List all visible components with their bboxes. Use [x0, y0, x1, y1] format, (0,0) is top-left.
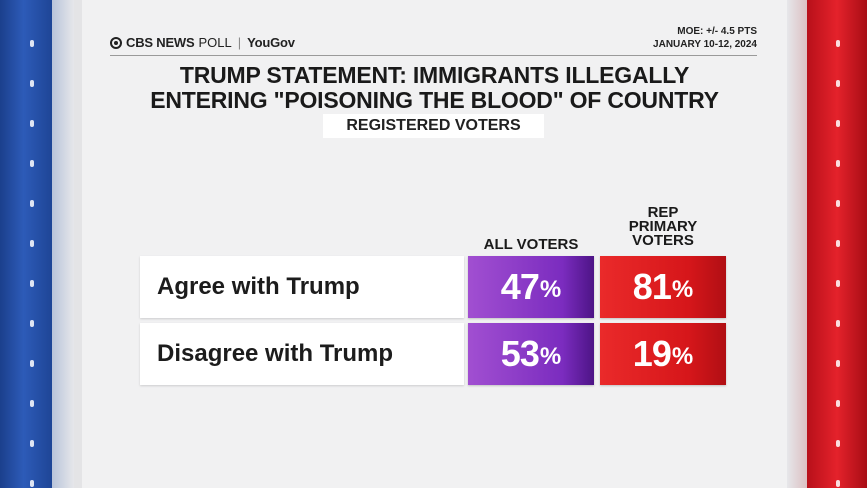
stripe-dot [30, 160, 34, 167]
cell-agree-all-voters: 47% [468, 256, 594, 318]
stripe-dot [836, 280, 840, 287]
stripe-dot [836, 40, 840, 47]
cell-agree-rep-primary: 81% [600, 256, 726, 318]
stripe-dot [836, 240, 840, 247]
blue-side-stripe [0, 0, 52, 488]
column-header-line: VOTERS [632, 232, 694, 249]
row-label-disagree: Disagree with Trump [140, 323, 464, 385]
brand-name: CBS NEWS [126, 35, 195, 50]
percent-sign: % [539, 343, 562, 370]
stripe-dot [30, 120, 34, 127]
stripe-dot [30, 480, 34, 487]
chart-subtitle: REGISTERED VOTERS [323, 114, 544, 138]
percent-sign: % [539, 276, 562, 303]
stripe-dot [30, 240, 34, 247]
poll-meta: MOE: +/- 4.5 PTS JANUARY 10-12, 2024 [653, 25, 757, 51]
stripe-dot [30, 280, 34, 287]
stripe-dot [30, 320, 34, 327]
stripe-dot [836, 440, 840, 447]
brand-partner: YouGov [247, 35, 295, 50]
stripe-dot [836, 320, 840, 327]
chart-title-line-1: TRUMP STATEMENT: IMMIGRANTS ILLEGALLY [179, 62, 690, 88]
row-label-agree: Agree with Trump [140, 256, 464, 318]
brand-bar: CBS NEWS POLL | YouGov [110, 35, 295, 50]
stripe-dot [30, 400, 34, 407]
column-header-all-voters: ALL VOTERS [468, 236, 594, 253]
chart-title: TRUMP STATEMENT: IMMIGRANTS ILLEGALLY EN… [82, 63, 787, 113]
stripe-dot [836, 480, 840, 487]
column-header-line: REP [647, 204, 679, 221]
cell-value: 81 [632, 266, 672, 307]
brand-poll: POLL [198, 35, 232, 50]
stripe-dot [836, 160, 840, 167]
cell-value: 53 [500, 333, 540, 374]
stripe-dot [30, 440, 34, 447]
percent-sign: % [671, 276, 694, 303]
stripe-dot [836, 360, 840, 367]
column-header-line: ALL VOTERS [483, 236, 579, 253]
cell-disagree-rep-primary: 19% [600, 323, 726, 385]
stripe-dot [836, 120, 840, 127]
stripe-dot [836, 400, 840, 407]
chart-title-line-2: ENTERING "POISONING THE BLOOD" OF COUNTR… [150, 87, 719, 113]
poll-date: JANUARY 10-12, 2024 [653, 39, 757, 50]
cell-value: 47 [500, 266, 540, 307]
header-rule [110, 55, 757, 56]
cell-value: 19 [632, 333, 672, 374]
stripe-dot [30, 360, 34, 367]
stripe-dot [836, 80, 840, 87]
stripe-dot [30, 200, 34, 207]
brand-separator: | [237, 35, 242, 50]
red-stripe-edge [787, 0, 807, 488]
main-panel [82, 0, 787, 488]
stripe-dot [836, 200, 840, 207]
column-header-rep-primary: REP PRIMARY VOTERS [600, 204, 726, 249]
margin-of-error: MOE: +/- 4.5 PTS [677, 26, 757, 37]
blue-stripe-edge [52, 0, 74, 488]
stripe-dot [30, 80, 34, 87]
percent-sign: % [671, 343, 694, 370]
column-header-line: PRIMARY [628, 218, 698, 235]
cell-disagree-all-voters: 53% [468, 323, 594, 385]
stripe-dot [30, 40, 34, 47]
cbs-eye-icon [110, 36, 122, 49]
